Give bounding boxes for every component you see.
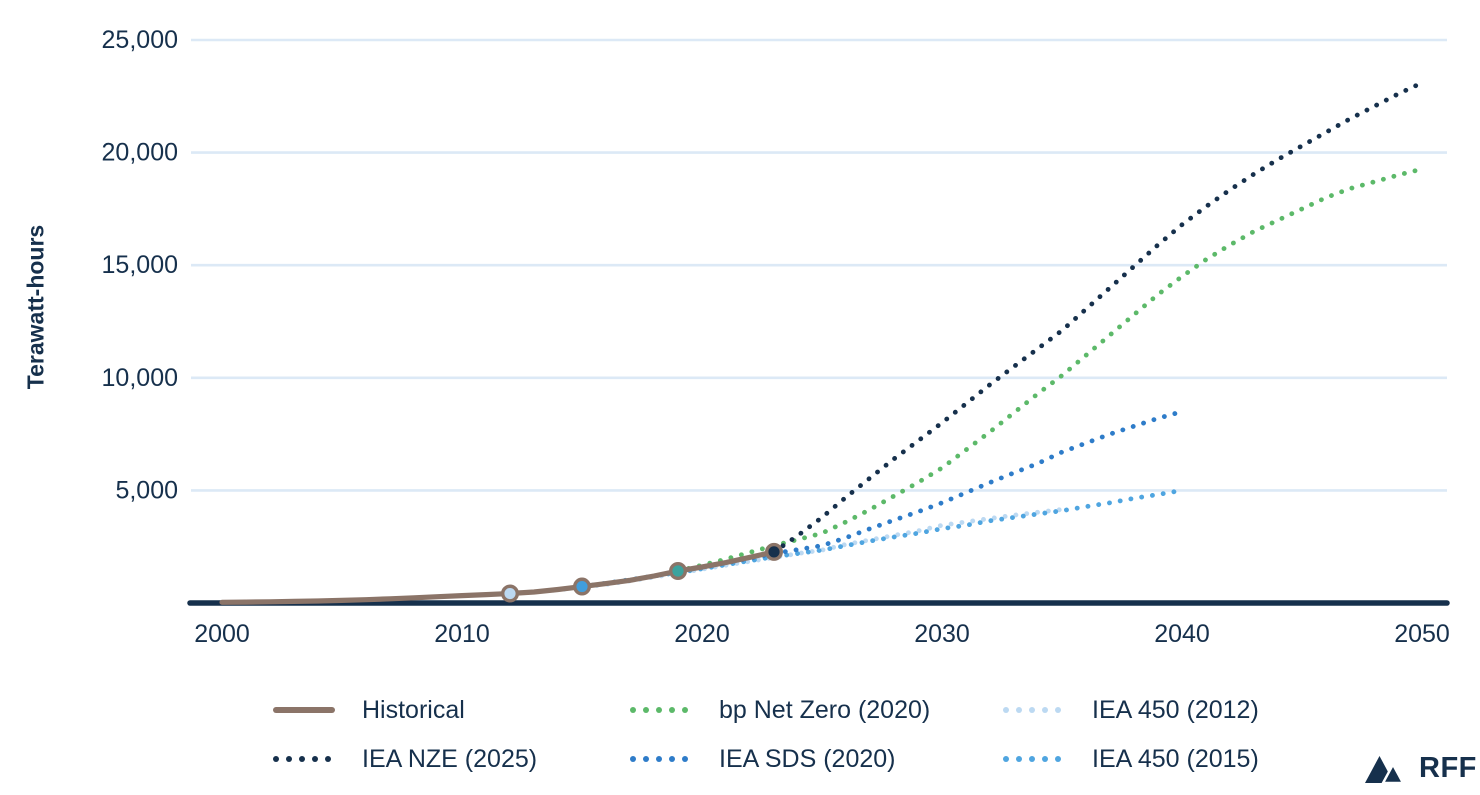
x-tick-label: 2030 xyxy=(914,620,970,648)
x-tick-label: 2020 xyxy=(674,620,730,648)
rff-logo: RFF xyxy=(1364,747,1477,789)
x-tick-label: 2050 xyxy=(1394,620,1450,648)
legend-label: IEA SDS (2020) xyxy=(719,744,896,773)
marker-2019 xyxy=(669,562,688,581)
series-iea-450-2015 xyxy=(579,488,1185,589)
series-historical xyxy=(219,549,777,605)
legend-item-iea-nze-2025: IEA NZE (2025) xyxy=(273,743,630,775)
solid-line-swatch-icon xyxy=(273,707,335,713)
chart-legend: Historical bp Net Zero (2020) IEA 450 (201… xyxy=(273,694,1259,775)
x-tick-label: 2010 xyxy=(434,620,490,648)
legend-label: bp Net Zero (2020) xyxy=(719,695,931,724)
y-tick-label: 20,000 xyxy=(102,139,178,167)
legend-item-iea-450-2012: IEA 450 (2012) xyxy=(1003,694,1259,726)
dotted-line-swatch-icon xyxy=(630,707,692,713)
legend-label: IEA 450 (2015) xyxy=(1092,744,1259,773)
dotted-line-swatch-icon xyxy=(1003,756,1065,762)
dotted-line-swatch-icon xyxy=(1003,707,1065,713)
x-tick-label: 2000 xyxy=(194,620,250,648)
dotted-line-swatch-icon xyxy=(273,756,335,762)
y-tick-label: 25,000 xyxy=(102,26,178,54)
y-tick-label: 5,000 xyxy=(115,476,178,504)
legend-label: IEA 450 (2012) xyxy=(1092,695,1259,724)
y-tick-label: 10,000 xyxy=(102,364,178,392)
dotted-line-swatch-icon xyxy=(630,756,692,762)
legend-label: Historical xyxy=(362,695,465,724)
line-chart: 5,000 10,000 15,000 20,000 25,000 2000 2010 202… xyxy=(102,26,1450,648)
legend-label: IEA NZE (2025) xyxy=(362,744,538,773)
legend-item-iea-sds-2020: IEA SDS (2020) xyxy=(630,743,1003,775)
y-tick-label: 15,000 xyxy=(102,251,178,279)
x-tick-label: 2040 xyxy=(1154,620,1210,648)
legend-item-iea-450-2015: IEA 450 (2015) xyxy=(1003,743,1259,775)
marker-2015 xyxy=(573,577,592,596)
legend-item-historical: Historical xyxy=(273,694,630,726)
rff-logo-text: RFF xyxy=(1419,751,1477,784)
legend-item-bp-net-zero-2020: bp Net Zero (2020) xyxy=(630,694,1003,726)
marker-2012 xyxy=(501,584,520,603)
rff-mountains-icon xyxy=(1365,755,1405,784)
marker-2023 xyxy=(765,542,784,561)
